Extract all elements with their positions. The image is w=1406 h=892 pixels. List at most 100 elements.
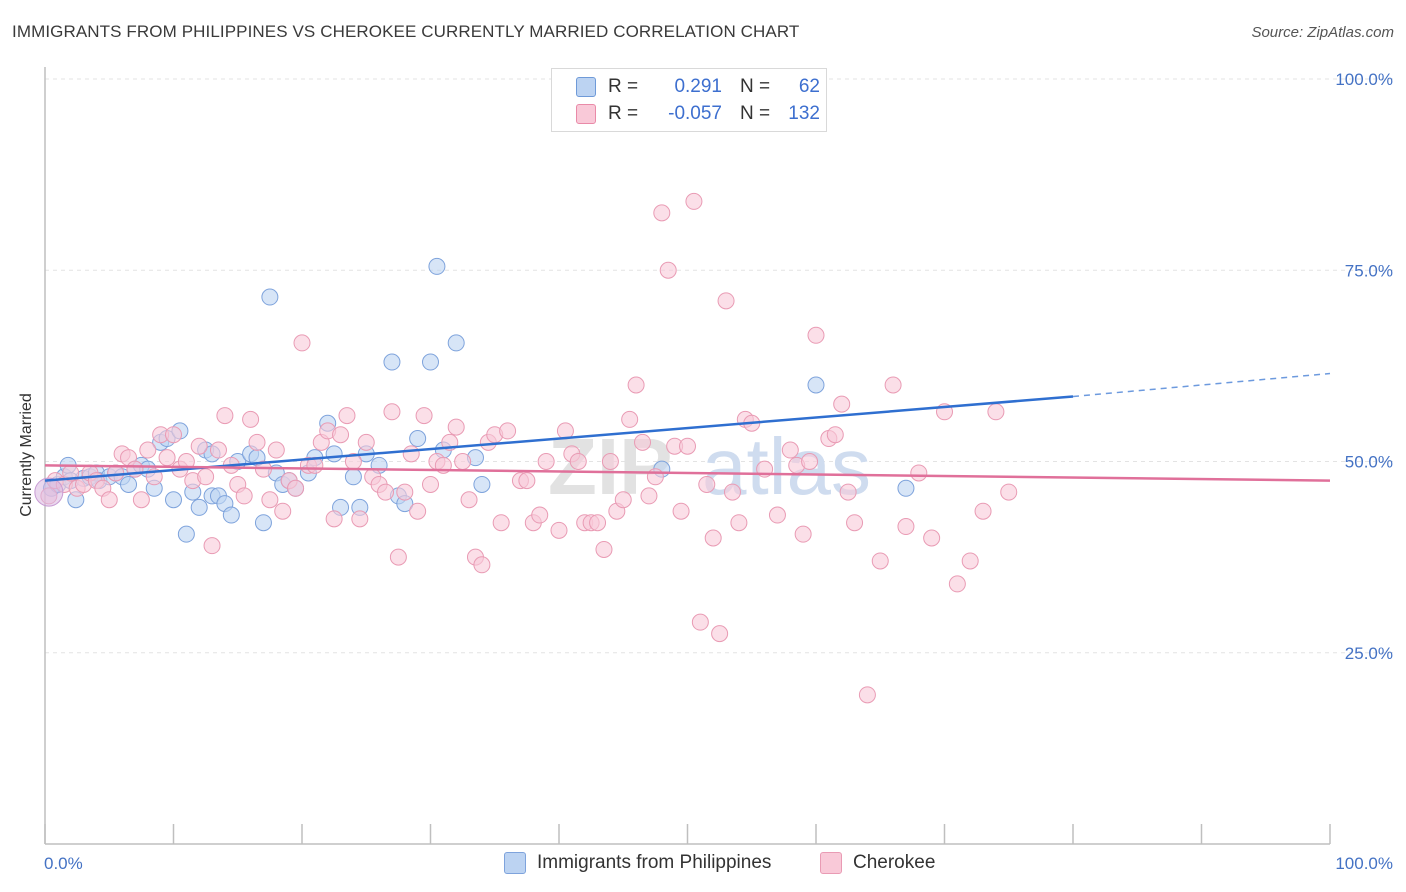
point-cherokee	[100, 491, 118, 509]
point-cherokee	[730, 514, 748, 532]
point-cherokee	[209, 441, 227, 459]
source-label: Source: ZipAtlas.com	[1251, 24, 1394, 41]
point-philippines	[473, 475, 491, 493]
point-cherokee	[139, 441, 157, 459]
point-cherokee	[711, 625, 729, 643]
point-cherokee	[267, 441, 285, 459]
point-cherokee	[383, 403, 401, 421]
point-philippines	[383, 353, 401, 371]
point-cherokee	[589, 514, 607, 532]
point-cherokee	[537, 453, 555, 470]
legend-n-value: 62	[798, 76, 820, 97]
point-cherokee	[293, 334, 311, 352]
point-cherokee	[460, 491, 478, 509]
point-philippines	[807, 376, 825, 394]
point-cherokee	[717, 292, 735, 310]
legend-row-cherokee: R = -0.057 N = 132	[576, 101, 820, 127]
point-cherokee	[961, 552, 979, 570]
point-cherokee	[646, 468, 664, 486]
point-philippines	[897, 479, 915, 497]
legend-label-philippines: Immigrants from Philippines	[537, 852, 772, 873]
point-cherokee	[158, 449, 176, 467]
point-cherokee	[550, 521, 568, 539]
legend-r-label: R =	[608, 103, 639, 124]
point-cherokee	[627, 376, 645, 394]
point-cherokee	[691, 613, 709, 631]
point-cherokee	[974, 502, 992, 520]
point-cherokee	[621, 410, 639, 428]
y-tick-label: 75.0%	[1345, 261, 1393, 280]
x-tick-label: 100.0%	[1335, 854, 1393, 873]
point-cherokee	[781, 441, 799, 459]
point-cherokee	[216, 407, 234, 425]
point-cherokee	[871, 552, 889, 570]
point-philippines	[422, 353, 439, 371]
legend-item-philippines: Immigrants from Philippines	[504, 852, 771, 874]
point-cherokee	[325, 510, 343, 528]
point-cherokee	[833, 395, 851, 413]
point-cherokee	[415, 407, 433, 425]
point-philippines	[261, 288, 279, 306]
point-cherokee	[679, 437, 696, 455]
point-cherokee	[685, 192, 703, 210]
point-cherokee	[447, 418, 465, 436]
point-cherokee	[531, 506, 549, 524]
point-cherokee	[132, 491, 150, 509]
point-cherokee	[653, 204, 671, 222]
point-cherokee	[492, 514, 510, 532]
point-philippines	[344, 468, 362, 486]
point-cherokee	[704, 529, 722, 547]
point-cherokee	[242, 410, 260, 428]
point-cherokee	[614, 491, 632, 509]
point-philippines	[254, 514, 272, 532]
legend-n-label: N =	[740, 103, 771, 124]
legend-label-cherokee: Cherokee	[853, 852, 936, 873]
legend-swatch-philippines	[504, 852, 526, 874]
y-tick-label: 50.0%	[1345, 453, 1393, 472]
point-cherokee	[923, 529, 941, 547]
point-philippines	[447, 334, 465, 352]
tick-labels: 25.0% 50.0% 75.0% 100.0% 0.0% 100.0%	[44, 70, 1393, 873]
point-cherokee	[197, 468, 215, 486]
point-cherokee	[518, 472, 536, 490]
point-cherokee	[601, 453, 619, 470]
point-cherokee	[203, 537, 221, 555]
point-cherokee	[422, 475, 439, 493]
point-philippines	[190, 498, 208, 516]
point-cherokee	[595, 540, 613, 558]
point-philippines	[409, 430, 427, 448]
point-cherokee	[910, 464, 928, 482]
point-cherokee	[794, 525, 812, 543]
point-cherokee	[165, 426, 182, 444]
point-cherokee	[846, 514, 864, 532]
point-cherokee	[377, 483, 395, 501]
data-points	[34, 192, 1018, 704]
point-cherokee	[569, 453, 587, 470]
legend-row-philippines: R = 0.291 N = 62	[576, 74, 820, 100]
trend-line-philippines-extension	[1072, 372, 1331, 398]
point-cherokee	[1000, 483, 1018, 501]
chart-title: IMMIGRANTS FROM PHILIPPINES VS CHEROKEE …	[12, 22, 800, 41]
point-philippines	[165, 491, 182, 509]
point-cherokee	[261, 491, 279, 509]
point-cherokee	[402, 445, 420, 463]
point-cherokee	[454, 453, 472, 470]
gridlines	[45, 78, 1395, 654]
point-cherokee	[987, 403, 1005, 421]
x-tick-label: 0.0%	[44, 854, 83, 873]
point-cherokee	[357, 433, 375, 451]
point-cherokee	[473, 556, 491, 574]
point-cherokee	[634, 433, 652, 451]
legend-r-label: R =	[608, 76, 639, 97]
point-cherokee	[884, 376, 902, 394]
series-legend: Immigrants from Philippines Cherokee	[0, 852, 1406, 878]
point-cherokee	[351, 510, 369, 528]
point-cherokee	[897, 518, 915, 536]
point-cherokee	[389, 548, 407, 566]
legend-r-value: -0.057	[668, 103, 722, 124]
point-philippines	[120, 475, 138, 493]
point-cherokee	[839, 483, 857, 501]
point-cherokee	[499, 422, 517, 440]
point-cherokee	[396, 483, 414, 501]
